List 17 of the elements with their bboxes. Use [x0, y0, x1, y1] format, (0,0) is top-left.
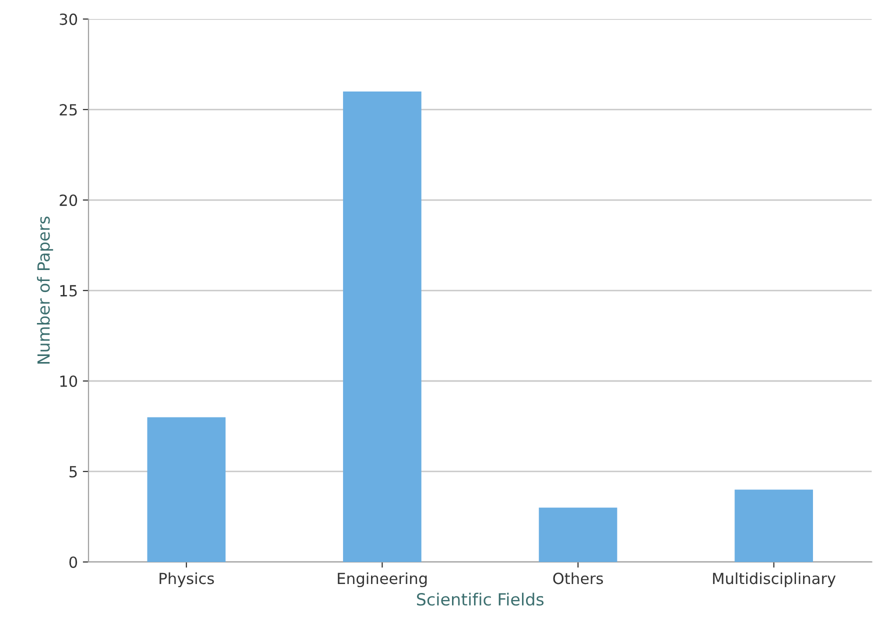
- y-tick-label: 20: [60, 194, 78, 206]
- y-axis-title: Number of Papers: [36, 216, 54, 364]
- x-tick-label: Physics: [160, 572, 214, 588]
- bar: [147, 417, 226, 562]
- y-tick-label: 30: [60, 14, 78, 26]
- bar: [343, 91, 422, 562]
- y-tick-label: 5: [70, 466, 77, 478]
- x-tick-label: Multidisciplinary: [713, 572, 836, 588]
- y-tick-label: 15: [60, 285, 77, 297]
- bar: [538, 508, 618, 562]
- x-tick-label: Others: [553, 572, 603, 584]
- y-tick-label: 0: [69, 556, 78, 568]
- x-tick-label: Engineering: [338, 572, 427, 588]
- y-tick-label: 10: [60, 375, 78, 388]
- y-tick-label: 25: [60, 104, 77, 116]
- x-axis-title: Scientific Fields: [416, 592, 544, 606]
- bar: [734, 490, 813, 562]
